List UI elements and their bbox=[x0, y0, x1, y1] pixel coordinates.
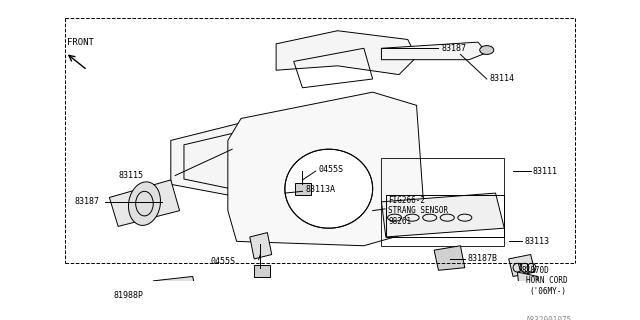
Text: 83113A: 83113A bbox=[305, 185, 335, 194]
Polygon shape bbox=[171, 123, 294, 197]
Text: 81870D: 81870D bbox=[522, 266, 550, 275]
Bar bbox=[520, 297, 536, 307]
Polygon shape bbox=[276, 31, 417, 75]
Polygon shape bbox=[381, 193, 504, 237]
Bar bbox=[254, 265, 270, 277]
Polygon shape bbox=[250, 233, 272, 259]
Text: 83187: 83187 bbox=[74, 197, 99, 206]
Bar bbox=[162, 290, 173, 299]
Polygon shape bbox=[381, 42, 487, 60]
Ellipse shape bbox=[285, 149, 372, 228]
Polygon shape bbox=[509, 254, 535, 276]
Polygon shape bbox=[518, 272, 540, 299]
Text: 83187B: 83187B bbox=[467, 254, 497, 263]
Text: FIG266-2: FIG266-2 bbox=[388, 196, 426, 204]
Polygon shape bbox=[109, 180, 180, 227]
Text: 83187: 83187 bbox=[441, 44, 466, 53]
Text: 81988P: 81988P bbox=[114, 291, 144, 300]
Ellipse shape bbox=[480, 46, 494, 54]
Bar bbox=[386, 195, 504, 237]
Text: 83111: 83111 bbox=[532, 167, 557, 176]
Polygon shape bbox=[153, 276, 197, 303]
Text: 0455S: 0455S bbox=[211, 257, 236, 266]
Polygon shape bbox=[434, 246, 465, 270]
Text: 83114: 83114 bbox=[490, 75, 515, 84]
Bar bbox=[175, 290, 186, 299]
Ellipse shape bbox=[129, 182, 161, 225]
Text: 0455S: 0455S bbox=[318, 165, 343, 174]
Text: 98261: 98261 bbox=[388, 217, 412, 226]
Text: 83115: 83115 bbox=[118, 171, 143, 180]
Text: 83113: 83113 bbox=[525, 237, 550, 246]
Text: STRANG SENSOR: STRANG SENSOR bbox=[388, 206, 449, 215]
Text: ('06MY-): ('06MY-) bbox=[529, 287, 566, 296]
Polygon shape bbox=[228, 92, 426, 246]
Text: A832001075: A832001075 bbox=[526, 316, 573, 320]
Bar bbox=[296, 182, 311, 195]
Text: FRONT: FRONT bbox=[67, 38, 94, 47]
Text: HORN CORD: HORN CORD bbox=[526, 276, 568, 285]
